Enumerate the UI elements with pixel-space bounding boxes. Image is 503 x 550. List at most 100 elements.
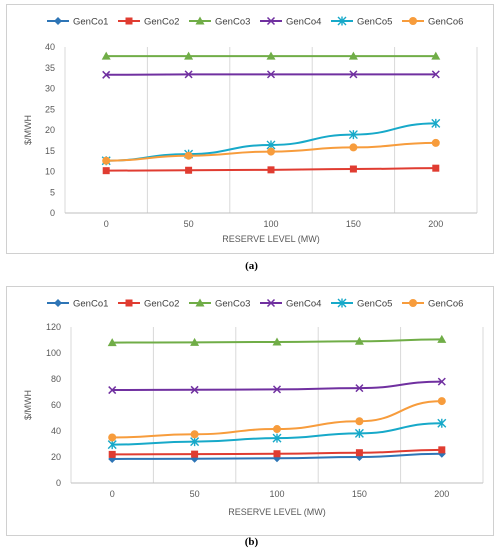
y-tick-label: 40 [51,426,61,436]
legend-item-genco2: GenCo2 [118,299,179,310]
y-tick-label: 100 [46,348,61,358]
x-tick-label: 0 [110,489,115,499]
data-point [438,446,446,454]
chart-b: 0 20 40 60 80 100 120 0 50 100 150 200 RESERVE LEVEL… [23,298,484,517]
y-tick-label: 0 [56,478,61,488]
data-point [266,70,276,79]
data-point [190,385,199,394]
x-axis-title: RESERVE LEVEL (MW) [222,234,320,244]
data-point [348,51,358,60]
x-axis-title: RESERVE LEVEL (MW) [228,507,326,517]
series-genco4 [108,377,446,395]
data-point [273,450,281,458]
y-tick-label: 20 [51,452,61,462]
legend-item-genco4: GenCo4 [260,299,321,310]
y-tick-label: 40 [45,42,55,52]
legend-marker [337,16,347,26]
legend-label: GenCo1 [73,299,108,310]
y-tick-label: 80 [51,374,61,384]
legend-label: GenCo6 [428,299,463,310]
data-point [272,385,282,394]
legend-label: GenCo3 [215,299,250,310]
chart-panel-b: 0 20 40 60 80 100 120 0 50 100 150 200 RESERVE LEVEL… [6,286,494,536]
data-point [355,449,363,457]
chart-a: 0 5 10 15 20 25 30 35 40 0 50 100 150 200 RESERVE LEVE… [23,16,478,244]
legend-item-genco4: GenCo4 [260,17,321,28]
data-point [437,418,447,428]
data-point [273,425,281,434]
legend-item-genco3: GenCo3 [189,16,250,28]
data-point [349,165,357,173]
legend-label: GenCo2 [144,299,179,310]
y-axis-title: $/MWH [23,390,33,420]
data-point [355,384,364,393]
legend-marker [409,17,417,25]
y-tick-label: 10 [45,167,55,177]
legend-marker [195,16,205,25]
data-point [431,51,441,60]
data-point [273,454,281,463]
series-genco3 [107,334,447,347]
x-tick-label: 50 [184,219,194,229]
data-point [431,118,441,128]
data-point [355,417,364,426]
data-point [191,450,199,458]
legend-marker [337,298,347,308]
x-tick-label: 50 [190,489,200,499]
y-tick-label: 15 [45,146,55,156]
data-point [437,397,446,406]
data-point [102,156,111,165]
legend-item-genco6: GenCo6 [402,299,463,310]
x-tick-label: 200 [428,219,443,229]
y-tick-label: 120 [46,322,61,332]
legend-marker [195,298,205,307]
data-point [102,167,110,175]
x-tick-label: 150 [346,219,361,229]
legend-item-genco5: GenCo5 [331,16,392,28]
legend-label: GenCo5 [357,17,392,28]
legend-marker [266,16,276,26]
series-genco4 [102,70,440,79]
legend-label: GenCo4 [286,299,321,310]
series-genco5 [107,418,447,450]
data-point [432,164,440,172]
y-tick-label: 0 [50,208,55,218]
legend-item-genco5: GenCo5 [331,298,392,310]
data-point [101,51,111,60]
legend-item-genco1: GenCo1 [47,299,108,310]
data-point [108,433,117,442]
caption-b: (b) [244,536,259,548]
data-point [272,337,282,346]
data-point [108,386,117,395]
legend-label: GenCo2 [144,17,179,28]
data-point [190,430,199,439]
y-tick-label: 30 [45,84,55,94]
legend-marker [266,298,276,308]
legend-marker [54,17,62,25]
legend-marker [54,299,62,307]
data-point [431,70,440,79]
x-tick-label: 100 [269,489,284,499]
data-point [184,51,194,60]
data-point [266,51,276,60]
series-genco6 [102,138,440,165]
legend-label: GenCo6 [428,17,463,28]
data-point [267,147,275,156]
data-point [437,334,447,343]
caption-a: (a) [245,260,258,272]
data-point [185,166,193,174]
data-point [431,138,440,147]
data-point [354,336,364,345]
legend-item-genco1: GenCo1 [47,17,108,28]
x-tick-label: 200 [434,489,449,499]
chart-panel-a: 0 5 10 15 20 25 30 35 40 0 50 100 150 200 RESERVE LEVE… [6,4,494,254]
series-genco6 [108,397,446,442]
data-point [349,70,358,79]
legend-label: GenCo3 [215,17,250,28]
data-point [190,337,200,346]
data-point [348,130,358,140]
x-tick-label: 150 [352,489,367,499]
data-point [267,166,275,174]
y-axis-title: $/MWH [23,115,33,145]
data-point [349,143,358,152]
